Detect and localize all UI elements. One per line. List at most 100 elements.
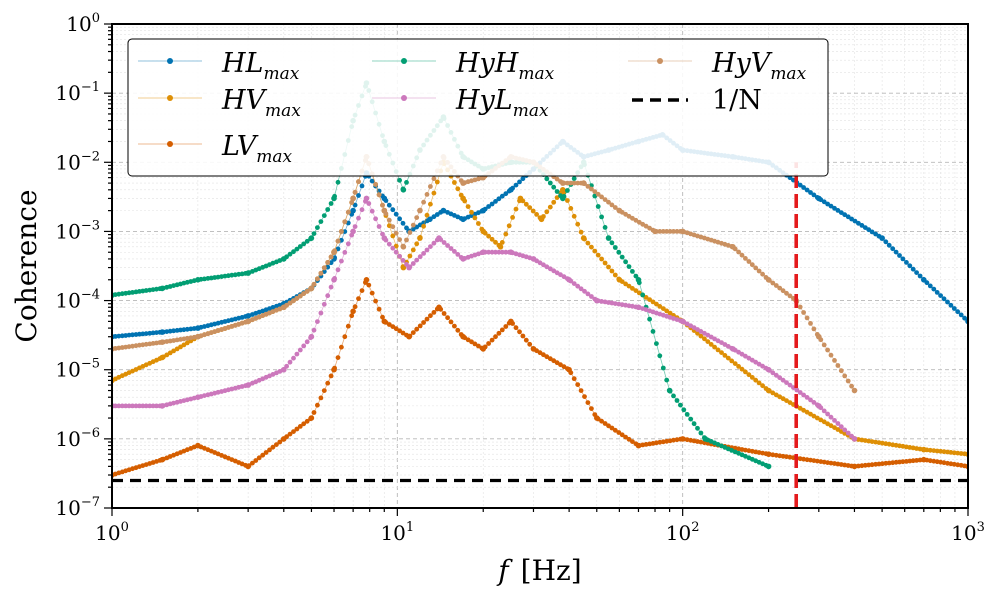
data-point: [616, 207, 623, 214]
data-point: [517, 329, 522, 335]
data-point: [428, 313, 433, 319]
data-point: [635, 304, 642, 311]
data-point: [308, 415, 315, 421]
data-point: [595, 191, 601, 197]
data-point: [434, 179, 440, 185]
data-point: [594, 415, 600, 421]
data-point: [708, 342, 714, 347]
data-point: [318, 219, 324, 225]
data-point: [195, 277, 201, 283]
data-point: [816, 195, 822, 202]
legend-entry: HLmax: [138, 48, 300, 84]
data-point: [489, 201, 495, 207]
data-point: [431, 214, 437, 220]
data-point: [460, 195, 466, 202]
data-point: [321, 213, 327, 219]
data-point: [150, 403, 156, 409]
data-point: [568, 206, 574, 211]
data-point: [517, 179, 522, 185]
data-point: [311, 410, 317, 415]
data-point: [544, 176, 550, 182]
data-point: [595, 252, 601, 258]
data-point: [739, 366, 745, 372]
data-point: [951, 306, 957, 311]
data-point: [784, 454, 789, 460]
data-point: [619, 432, 625, 438]
data-point: [804, 187, 810, 193]
data-point: [626, 283, 632, 289]
series-hyl: [112, 195, 858, 442]
data-point: [811, 192, 817, 198]
data-point: [797, 304, 803, 310]
data-point: [698, 333, 704, 339]
data-point: [702, 436, 709, 442]
data-point: [585, 400, 591, 405]
data-point: [544, 209, 550, 215]
data-point: [297, 347, 303, 353]
y-tick-label: 10−7: [55, 495, 100, 520]
data-point: [958, 312, 964, 318]
data-point: [589, 244, 594, 250]
y-axis-title: Coherence: [10, 189, 43, 342]
data-point: [325, 260, 331, 265]
data-point: [739, 252, 745, 258]
data-point: [441, 311, 447, 316]
data-point: [436, 235, 442, 241]
data-point: [328, 373, 334, 379]
data-point: [123, 403, 129, 409]
data-point: [331, 366, 337, 373]
data-point: [825, 347, 830, 353]
data-point: [513, 206, 519, 212]
data-point: [722, 353, 728, 358]
legend-label: HyVmax: [711, 48, 807, 84]
data-point: [154, 403, 159, 409]
data-point: [883, 239, 889, 245]
data-point: [544, 354, 550, 360]
data-point: [499, 249, 505, 255]
data-point: [835, 208, 841, 213]
data-point: [386, 241, 392, 247]
data-point: [900, 459, 906, 465]
data-point: [184, 340, 190, 346]
data-point: [643, 223, 649, 229]
legend-label: HyLmax: [455, 85, 549, 121]
data-point: [712, 344, 717, 350]
data-point: [580, 180, 587, 186]
data-point: [551, 199, 557, 205]
data-point: [578, 286, 584, 292]
data-point: [770, 452, 776, 458]
data-point: [927, 447, 933, 453]
data-point: [605, 235, 612, 241]
data-point: [520, 176, 526, 182]
data-point: [143, 403, 149, 409]
data-point: [760, 383, 765, 389]
data-point: [616, 277, 623, 283]
data-point: [434, 212, 440, 217]
data-point: [369, 178, 375, 184]
data-point: [448, 246, 454, 251]
data-point: [195, 333, 201, 340]
data-point: [245, 382, 251, 388]
data-point: [328, 284, 334, 290]
data-point: [472, 341, 478, 347]
data-point: [421, 320, 426, 325]
data-point: [616, 430, 622, 435]
data-point: [602, 260, 608, 266]
data-point: [832, 418, 837, 423]
data-point: [554, 189, 560, 194]
data-point: [626, 264, 632, 269]
data-point: [527, 341, 533, 347]
legend-marker: [401, 58, 407, 64]
data-point: [417, 207, 423, 214]
data-point: [397, 237, 402, 243]
data-point: [765, 387, 772, 394]
data-point: [345, 241, 351, 247]
data-point: [571, 180, 577, 186]
data-point: [503, 191, 509, 197]
data-point: [814, 458, 820, 464]
data-point: [304, 339, 310, 345]
data-point: [352, 224, 358, 230]
data-point: [287, 431, 293, 437]
data-point: [510, 215, 515, 220]
data-point: [390, 207, 396, 213]
